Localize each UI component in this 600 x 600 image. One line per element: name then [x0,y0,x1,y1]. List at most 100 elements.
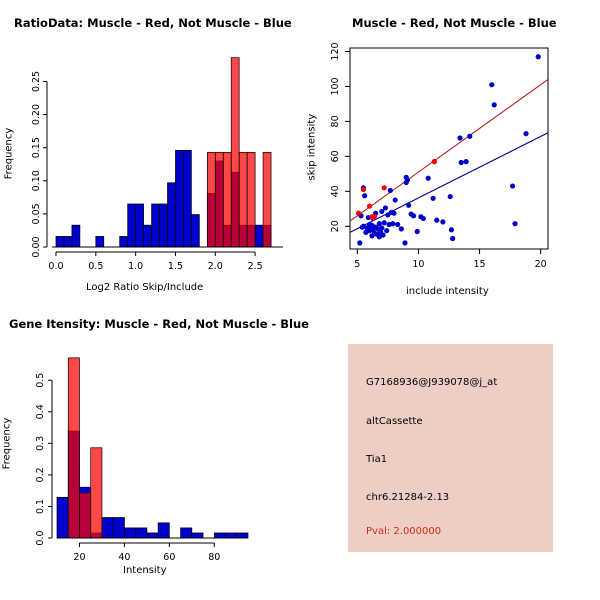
scatter-plot-frame [349,47,549,250]
ratio-bar-notmuscle [127,203,136,248]
ratio-bar-notmuscle [63,236,73,248]
gene-bar-notmuscle [146,532,159,539]
scatter-point [385,212,391,218]
info-gene-symbol: Tia1 [366,454,388,465]
scatter-trend-line [350,79,548,222]
scatter-plot-title: Muscle - Red, Not Muscle - Blue [352,16,557,30]
ratio-bar-muscle [246,151,256,248]
ratio-bar-muscle [238,151,248,248]
ratio-bar-notmuscle [175,149,184,248]
scatter-y-tick-label: 80 [330,115,341,127]
scatter-point [425,175,431,181]
ratio-y-tick-label: 0.15 [31,137,42,158]
scatter-point [371,214,378,220]
scatter-trend-line [350,132,548,233]
scatter-point [381,220,387,226]
ratio-bar-muscle [230,57,240,248]
scatter-y-axis-title: skip intensity [306,113,318,181]
ratio-bar-muscle [262,151,272,248]
ratio-y-tick-label: 0.00 [31,236,42,257]
info-probeset-id: G7168936@J939078@j_at [366,377,498,388]
scatter-point [447,193,453,200]
scatter-point [448,227,455,233]
gene-y-tick-label: 0.5 [35,373,46,388]
gene-y-axis-title: Frequency [1,417,13,470]
ratio-bar-notmuscle [143,224,152,248]
scatter-point [420,215,426,222]
scatter-point [382,205,389,211]
scatter-content [350,54,548,246]
scatter-point [381,185,387,191]
gene-x-tick-label: 20 [73,552,85,563]
scatter-point [463,159,469,165]
scatter-point [357,240,363,246]
ratio-bar-notmuscle [95,236,105,248]
scatter-point [535,54,541,60]
gene-x-tick-label: 40 [118,552,130,563]
scatter-point [362,193,368,199]
ratio-bar-notmuscle [151,203,160,248]
gene-bar-notmuscle [101,517,114,539]
gene-y-tick-label: 0.0 [35,530,46,545]
gene-y-tick-label: 0.2 [35,467,46,482]
info-pval: Pval: 2.000000 [366,526,442,537]
ratio-x-axis-title: Log2 Ratio Skip/Include [86,282,204,293]
scatter-x-tick-label: 10 [412,259,424,270]
scatter-point [431,159,437,165]
ratio-bar-muscle [206,151,216,248]
scatter-x-tick-label: 5 [354,259,360,270]
ratio-bar-notmuscle [191,214,200,248]
ratio-bar-notmuscle [135,203,144,248]
scatter-point [384,228,390,234]
gene-info-panel: G7168936@J939078@j_at altCassette Tia1 c… [300,300,600,600]
ratio-bar-notmuscle [159,203,168,248]
scatter-y-tick-label: 100 [330,77,341,95]
gene-bar-notmuscle [135,527,148,539]
scatter-point [379,225,385,231]
scatter-point [360,186,367,193]
ratio-histogram-panel: RatioData: Muscle - Red, Not Muscle - Bl… [0,0,300,300]
ratio-bar-notmuscle [55,236,65,248]
scatter-point [355,210,362,216]
gene-bar-notmuscle [236,532,249,539]
gene-x-tick-label: 60 [163,552,175,563]
info-event-type: altCassette [366,416,423,427]
gene-y-tick-label: 0.4 [35,404,46,419]
scatter-y-tick-label: 60 [330,150,341,162]
scatter-point [467,133,473,139]
scatter-point [366,203,373,209]
gene-bar-notmuscle [191,532,204,539]
gene-bar-notmuscle [157,522,170,539]
gene-x-axis-title: Intensity [123,565,167,576]
intensity-scatter-canvas: 20 40 60 80 100 120 5 10 15 20 [330,42,549,270]
scatter-x-tick-label: 20 [535,259,547,270]
scatter-point [390,221,396,227]
scatter-point [457,135,463,141]
gene-bar-notmuscle [112,517,125,539]
gene-bar-muscle [90,447,103,539]
ratio-bar-notmuscle [254,224,264,248]
scatter-y-tick-label: 40 [330,185,341,197]
ratio-bar-notmuscle [71,224,81,248]
scatter-y-tick-label: 120 [330,42,341,60]
scatter-point [491,102,497,108]
scatter-point [430,195,436,201]
intensity-scatter-panel: Muscle - Red, Not Muscle - Blue 20 40 60 80… [300,0,600,300]
ratio-x-tick-label: 1.5 [168,261,183,272]
scatter-point [392,197,398,203]
scatter-point [380,232,386,238]
scatter-point [398,226,404,232]
scatter-point [440,219,446,225]
ratio-y-tick-label: 0.20 [31,104,42,125]
gene-bar-notmuscle [180,527,193,539]
scatter-point [410,213,417,219]
scatter-x-axis-title: include intensity [406,286,489,297]
gene-bar-muscle [67,357,80,539]
gene-y-tick-label: 0.1 [35,499,46,514]
ratio-y-axis-title: Frequency [3,127,15,180]
gene-x-tick-label: 80 [208,552,220,563]
scatter-point [387,187,393,194]
scatter-point [391,210,397,216]
scatter-point [379,208,385,215]
ratio-plot-title: RatioData: Muscle - Red, Not Muscle - Bl… [14,16,292,30]
